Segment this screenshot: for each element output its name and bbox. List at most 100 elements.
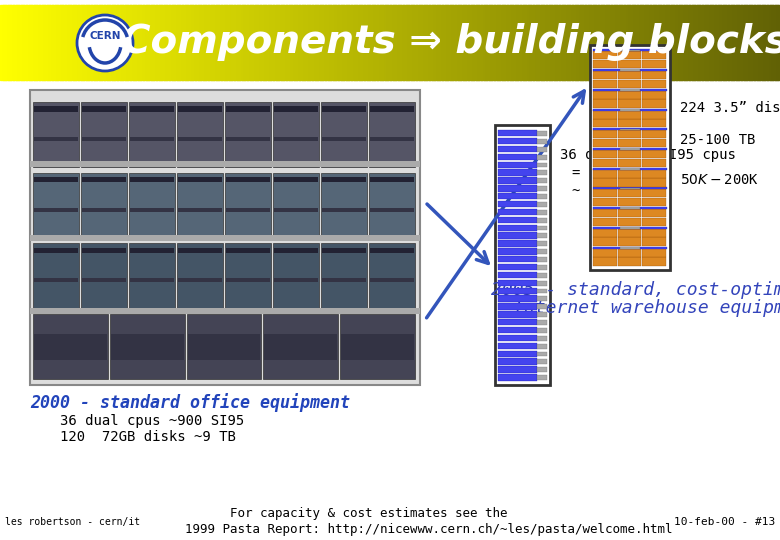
Bar	[593, 248, 617, 256]
Bar	[537, 147, 547, 152]
Bar	[728, 5, 732, 80]
Bar	[197, 5, 201, 80]
Bar	[349, 5, 352, 80]
Bar	[498, 170, 537, 176]
Bar	[498, 280, 537, 286]
Bar	[291, 5, 295, 80]
Bar	[731, 5, 734, 80]
Bar	[177, 5, 180, 80]
Bar	[406, 5, 410, 80]
Bar	[264, 334, 337, 360]
Bar	[21, 5, 24, 80]
Bar	[2, 5, 6, 80]
Bar	[650, 5, 654, 80]
Bar	[239, 5, 243, 80]
Bar	[437, 5, 441, 80]
Bar	[117, 5, 121, 80]
Bar	[226, 5, 230, 80]
Bar	[495, 125, 550, 385]
Bar	[107, 5, 110, 80]
Bar	[665, 5, 669, 80]
Bar	[226, 279, 270, 282]
Bar	[622, 5, 625, 80]
Bar	[537, 233, 547, 238]
Bar	[537, 154, 547, 159]
Bar	[172, 5, 176, 80]
Bar	[507, 5, 511, 80]
Bar	[216, 5, 219, 80]
Bar	[564, 5, 568, 80]
Bar	[523, 5, 526, 80]
Bar	[174, 5, 178, 80]
Bar	[60, 5, 63, 80]
Bar	[166, 5, 170, 80]
Bar	[746, 5, 750, 80]
Bar	[593, 148, 667, 150]
Bar	[498, 335, 537, 341]
Text: 10-feb-00 - #13: 10-feb-00 - #13	[674, 517, 775, 527]
Bar	[618, 139, 641, 147]
Bar	[317, 5, 321, 80]
Bar	[498, 161, 537, 168]
Bar	[606, 5, 609, 80]
Bar	[643, 110, 666, 119]
Bar	[611, 5, 615, 80]
Bar	[593, 209, 617, 217]
Text: = 14K SI95s: = 14K SI95s	[572, 166, 664, 180]
Bar	[593, 60, 617, 68]
Bar	[322, 5, 326, 80]
Bar	[498, 201, 537, 207]
Bar	[333, 5, 336, 80]
Bar	[505, 5, 508, 80]
Bar	[593, 168, 667, 170]
Bar	[643, 209, 666, 217]
Bar	[593, 89, 667, 91]
Bar	[370, 279, 414, 282]
Bar	[398, 5, 402, 80]
Bar	[370, 208, 414, 212]
Bar	[624, 5, 628, 80]
Bar	[498, 185, 537, 192]
Text: ~ $100K: ~ $100K	[572, 184, 630, 198]
Bar	[593, 238, 617, 246]
Bar	[580, 5, 583, 80]
Bar	[460, 5, 464, 80]
Bar	[208, 5, 211, 80]
Bar	[195, 5, 199, 80]
Bar	[226, 208, 270, 212]
Bar	[115, 5, 118, 80]
Bar	[498, 177, 537, 184]
Bar	[382, 5, 386, 80]
Bar	[517, 5, 521, 80]
Bar	[62, 5, 66, 80]
Bar	[537, 360, 547, 365]
Bar	[260, 5, 264, 80]
Bar	[541, 5, 544, 80]
Bar	[643, 51, 666, 59]
Bar	[82, 177, 126, 183]
Bar	[567, 5, 570, 80]
Bar	[408, 5, 412, 80]
Bar	[156, 5, 160, 80]
Bar	[83, 5, 87, 80]
Bar	[419, 5, 422, 80]
Bar	[129, 102, 175, 167]
Bar	[593, 247, 667, 248]
Bar	[497, 5, 500, 80]
Bar	[692, 5, 695, 80]
Bar	[221, 5, 225, 80]
Bar	[712, 5, 716, 80]
Bar	[151, 5, 154, 80]
Bar	[356, 5, 360, 80]
Bar	[537, 131, 547, 136]
Bar	[618, 130, 641, 138]
Bar	[343, 5, 347, 80]
Bar	[211, 5, 215, 80]
Bar	[146, 5, 149, 80]
Bar	[593, 119, 617, 127]
Bar	[498, 153, 537, 160]
Bar	[275, 5, 279, 80]
Bar	[537, 194, 547, 199]
Bar	[34, 208, 78, 212]
Bar	[26, 5, 30, 80]
